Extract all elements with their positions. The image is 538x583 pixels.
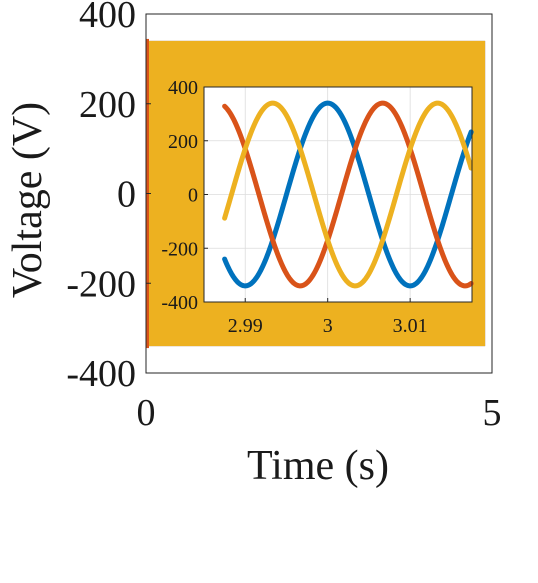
main-y-tick-label: 200	[79, 84, 136, 126]
inset-series-1-line	[222, 100, 474, 289]
main-y-tick-label: 400	[79, 0, 136, 36]
inset-y-tick-label: -200	[161, 238, 198, 260]
main-y-tick-label: 0	[117, 174, 136, 216]
inset-y-tick-label: -400	[161, 292, 198, 314]
main-x-axis-label: Time (s)	[247, 443, 389, 489]
inset-x-ticks: 2.99 3 3.01	[228, 298, 428, 337]
main-y-tick-label: -200	[66, 263, 136, 305]
inset-series-2-line	[222, 100, 474, 289]
inset-x-tick-label: 3	[323, 315, 333, 337]
main-y-axis-label: Voltage (V)	[5, 102, 51, 298]
main-y-tick-label: -400	[66, 353, 136, 395]
inset-series-3-line	[222, 100, 474, 289]
main-x-tick-label: 0	[137, 392, 156, 434]
inset-y-tick-label: 400	[168, 77, 198, 99]
inset-chart: -400 -200 0 200 400 2.99 3 3.01	[161, 77, 474, 337]
main-x-tick-label: 5	[483, 392, 502, 434]
inset-y-ticks: -400 -200 0 200 400	[161, 77, 208, 314]
inset-x-tick-label: 3.01	[393, 315, 428, 337]
main-y-ticks: -400 -200 0 200 400	[66, 0, 151, 395]
inset-series-group	[222, 100, 474, 289]
inset-y-tick-label: 200	[168, 131, 198, 153]
inset-y-tick-label: 0	[188, 185, 198, 207]
inset-x-tick-label: 2.99	[228, 315, 263, 337]
